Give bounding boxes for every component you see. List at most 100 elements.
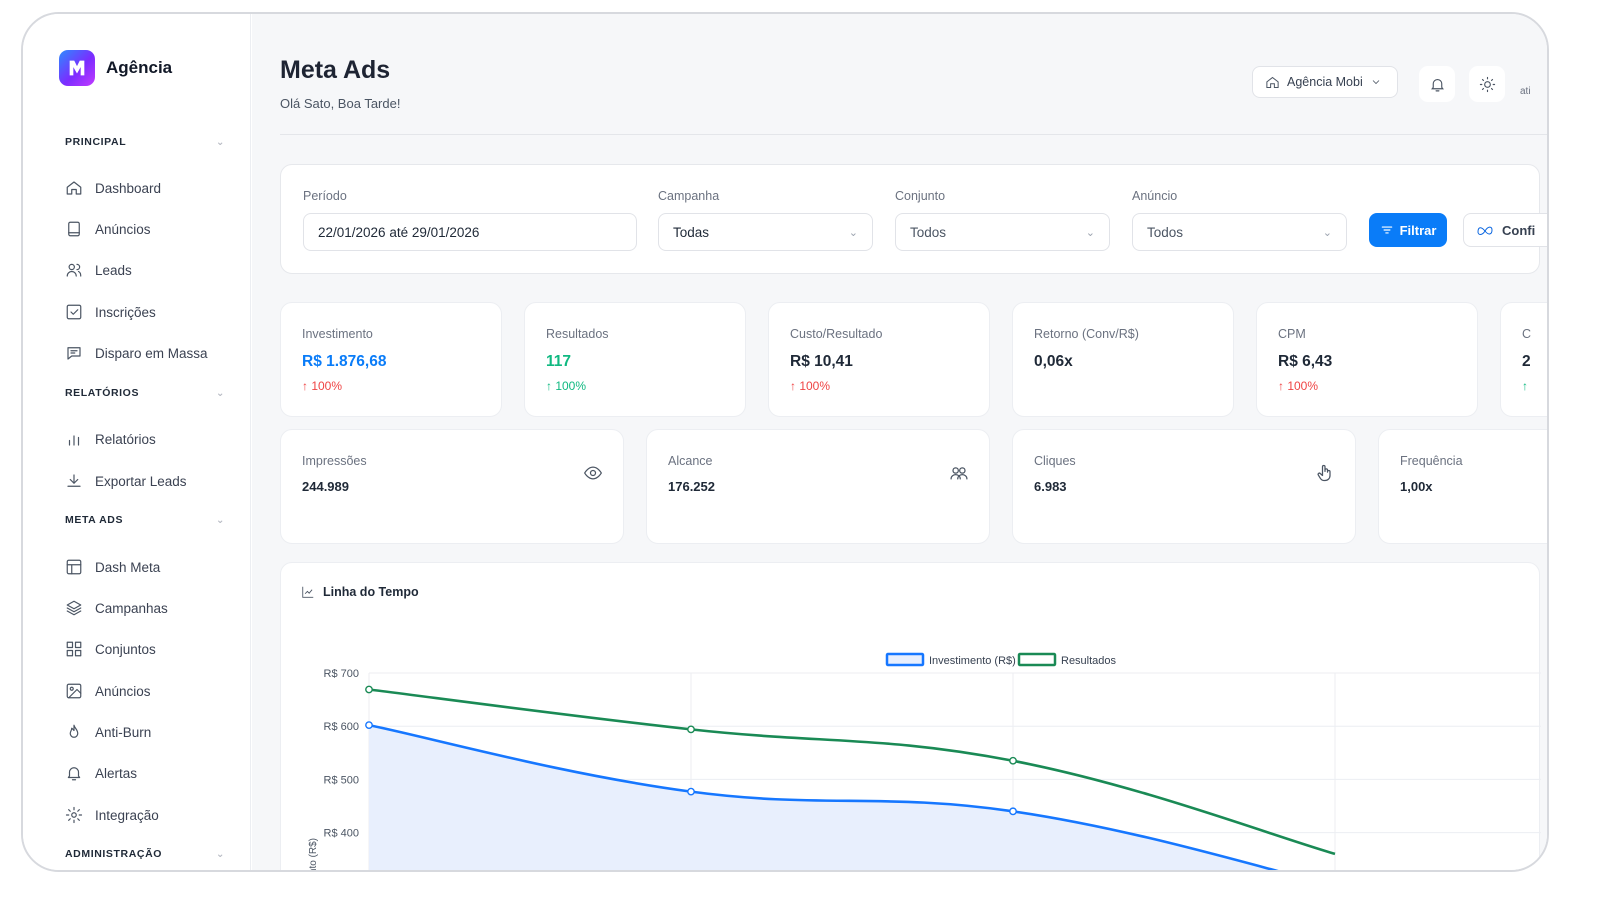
- agency-select[interactable]: Agência Mobi: [1252, 66, 1398, 98]
- metric-card: Impressões 244.989: [280, 429, 624, 544]
- sidebar-item[interactable]: Dash Meta: [65, 556, 160, 578]
- sidebar-item[interactable]: Inscrições: [65, 301, 156, 323]
- data-point: [1009, 756, 1017, 765]
- sidebar-item-label: Relatórios: [95, 431, 156, 447]
- metric-label: Cliques: [1034, 454, 1076, 468]
- sidebar-item[interactable]: Exportar Leads: [65, 470, 187, 492]
- users-icon: [66, 263, 82, 277]
- sidebar-item-label: Dashboard: [95, 180, 162, 196]
- chevron-down-icon: ⌄: [1085, 226, 1095, 239]
- bar-chart-icon: [68, 435, 80, 446]
- filter-icon: [1381, 226, 1392, 234]
- kpi-value: R$ 1.876,68: [302, 353, 387, 370]
- sidebar-item[interactable]: Disparo em Massa: [65, 342, 208, 364]
- meta-logo-icon: [1477, 226, 1493, 235]
- sidebar-item-label: Exportar Leads: [95, 473, 187, 489]
- periodo-input[interactable]: 22/01/2026 até 29/01/2026: [303, 213, 637, 251]
- conjunto-label: Conjunto: [895, 189, 946, 203]
- kpi-card: Custo/Resultado R$ 10,41 ↑ 100%: [768, 302, 990, 417]
- sidebar-item[interactable]: Conjuntos: [65, 638, 156, 660]
- metric-card: Frequência 1,00x: [1378, 429, 1547, 544]
- anuncio-select[interactable]: Todos ⌄: [1132, 213, 1347, 251]
- metric-label: Frequência: [1400, 454, 1463, 468]
- chevron-down-icon: ⌄: [1322, 226, 1332, 239]
- sidebar-item-label: Dash Meta: [95, 559, 161, 575]
- config-button[interactable]: Confi: [1463, 213, 1547, 247]
- config-label: Confi: [1502, 222, 1536, 238]
- sidebar-item[interactable]: Dashboard: [65, 177, 161, 199]
- chart-title-label: Linha do Tempo: [323, 585, 419, 599]
- data-point: [687, 725, 695, 734]
- kpi-value: R$ 6,43: [1278, 353, 1333, 370]
- sidebar-item[interactable]: Leads: [65, 259, 132, 281]
- sidebar-item-label: Anúncios: [95, 221, 151, 237]
- kpi-card: Investimento R$ 1.876,68 ↑ 100%: [280, 302, 502, 417]
- sidebar-item[interactable]: Relatórios: [65, 428, 156, 450]
- nav-section-header[interactable]: META ADS ⌄: [65, 514, 225, 526]
- sidebar-item[interactable]: Anúncios: [65, 680, 151, 702]
- campanha-select[interactable]: Todas ⌄: [658, 213, 873, 251]
- filtrar-label: Filtrar: [1399, 222, 1437, 238]
- campanha-label: Campanha: [658, 189, 720, 203]
- y-tick-label: R$ 600: [324, 721, 359, 733]
- line-chart-icon: [302, 586, 314, 598]
- kpi-value: 0,06x: [1034, 353, 1073, 370]
- sidebar-item[interactable]: Anúncios: [65, 218, 151, 240]
- kpi-value: 2: [1522, 353, 1531, 370]
- brand[interactable]: Agência: [59, 50, 172, 86]
- metric-label: Alcance: [668, 454, 713, 468]
- metric-value: 244.989: [302, 479, 349, 494]
- sidebar: Agência PRINCIPAL ⌄ Dashboard Anúncios Leads…: [23, 14, 251, 870]
- header-divider: [280, 134, 1547, 135]
- legend-label: Investimento (R$): [929, 655, 1016, 667]
- nav-section-title: META ADS: [65, 514, 124, 526]
- nav-section-header[interactable]: RELATÓRIOS ⌄: [65, 387, 225, 399]
- chevron-down-icon: ⌄: [216, 387, 225, 399]
- y-tick-label: R$ 500: [324, 774, 359, 786]
- series-line: [368, 723, 1279, 870]
- sidebar-item-label: Campanhas: [95, 600, 168, 616]
- sidebar-item[interactable]: Anti-Burn: [65, 721, 151, 743]
- conjunto-select[interactable]: Todos ⌄: [895, 213, 1110, 251]
- kpi-card: CPM R$ 6,43 ↑ 100%: [1256, 302, 1478, 417]
- bell-icon: [67, 767, 81, 781]
- chart-title: Linha do Tempo: [301, 585, 419, 599]
- campanha-value: Todas: [673, 224, 710, 240]
- anuncio-label: Anúncio: [1132, 189, 1178, 203]
- sidebar-item[interactable]: Campanhas: [65, 597, 168, 619]
- kpi-label: Investimento: [302, 327, 373, 341]
- metric-card: Alcance 176.252: [646, 429, 990, 544]
- brand-logo-icon: [59, 50, 95, 86]
- user-name-truncated[interactable]: ati: [1520, 86, 1531, 97]
- nav-section-header[interactable]: ADMINISTRAÇÃO ⌄: [65, 848, 225, 860]
- image-icon: [66, 683, 82, 699]
- sidebar-item[interactable]: Integração: [65, 804, 159, 826]
- nav-section-header[interactable]: PRINCIPAL ⌄: [65, 136, 225, 148]
- legend-label: Resultados: [1061, 655, 1117, 667]
- brand-name: Agência: [106, 58, 173, 77]
- sidebar-item-label: Anti-Burn: [95, 724, 152, 740]
- sidebar-item-label: Inscrições: [95, 304, 156, 320]
- kpi-change: ↑ 100%: [1278, 379, 1319, 393]
- filtrar-button[interactable]: Filtrar: [1369, 213, 1447, 247]
- legend-swatch: [885, 652, 925, 667]
- sidebar-item[interactable]: Alertas: [65, 762, 137, 784]
- kpi-label: C: [1522, 327, 1532, 341]
- nav-section-title: ADMINISTRAÇÃO: [65, 848, 163, 860]
- grid-icon: [66, 641, 82, 657]
- theme-toggle-button[interactable]: [1469, 66, 1505, 102]
- home-icon: [1266, 76, 1279, 88]
- kpi-label: Resultados: [546, 327, 609, 341]
- notifications-button[interactable]: [1419, 66, 1455, 102]
- kpi-card: C 2 ↑: [1500, 302, 1547, 417]
- layout-icon: [66, 559, 82, 575]
- kpi-value: R$ 10,41: [790, 353, 853, 370]
- anuncio-value: Todos: [1147, 224, 1184, 240]
- kpi-change: ↑: [1522, 379, 1528, 393]
- data-point: [365, 685, 373, 694]
- metric-value: 6.983: [1034, 479, 1067, 494]
- kpi-label: Custo/Resultado: [790, 327, 883, 341]
- home-icon: [66, 181, 82, 195]
- nav-section-title: RELATÓRIOS: [65, 387, 140, 399]
- kpi-label: CPM: [1278, 327, 1306, 341]
